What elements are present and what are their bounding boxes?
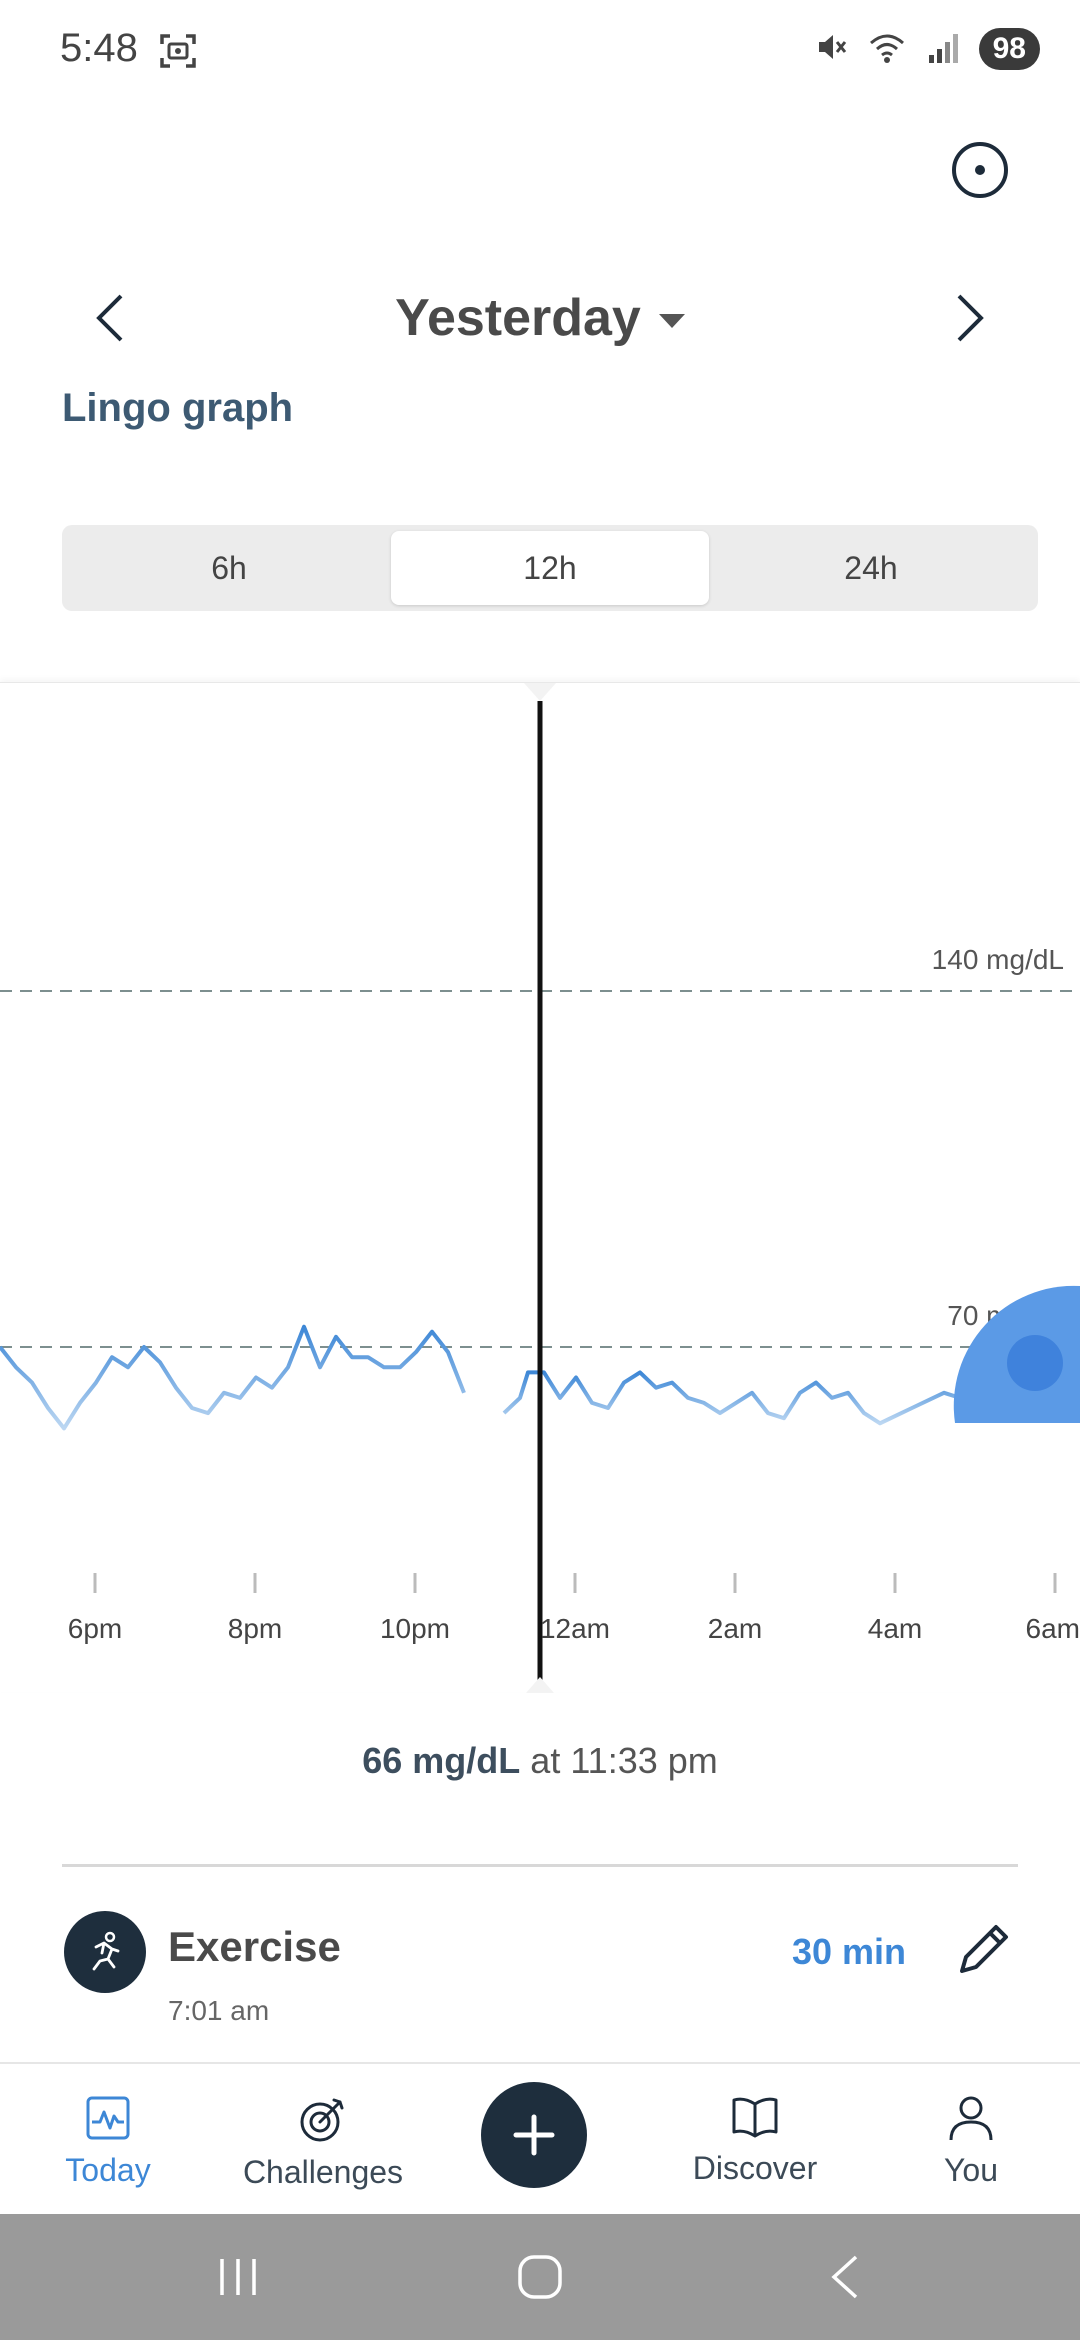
date-selector[interactable]: Yesterday xyxy=(0,288,1080,348)
home-icon xyxy=(518,2255,562,2299)
nav-today[interactable]: Today xyxy=(8,2094,208,2189)
nav-challenges[interactable]: Challenges xyxy=(223,2094,423,2191)
x-tick-label: 4am xyxy=(868,1613,922,1644)
add-entry-button[interactable] xyxy=(481,2082,587,2188)
glucose-chart[interactable]: 140 mg/dL 70 mg/dL 6pm8pm10pm12am2am4am6… xyxy=(0,683,1080,1693)
graph-heading: Lingo graph xyxy=(62,386,294,430)
cursor-notch-top xyxy=(524,683,556,701)
system-navigation-bar xyxy=(0,2214,1080,2340)
glucose-graph[interactable]: 140 mg/dL 70 mg/dL 6pm8pm10pm12am2am4am6… xyxy=(0,682,1080,1693)
bottom-navigation: Today Challenges Discover You xyxy=(0,2062,1080,2214)
reading-value: 66 mg/dL xyxy=(362,1740,521,1781)
target-icon xyxy=(300,2098,344,2142)
x-tick-label: 12am xyxy=(540,1613,610,1644)
battery-indicator: 98 xyxy=(978,28,1040,70)
nav-today-label: Today xyxy=(65,2152,151,2188)
mute-icon xyxy=(813,29,849,70)
x-tick-label: 6am xyxy=(1026,1613,1080,1644)
live-reading-dot xyxy=(1007,1335,1063,1391)
x-tick-label: 8pm xyxy=(228,1613,282,1644)
glucose-series-line xyxy=(0,1324,466,1431)
event-title: Exercise xyxy=(168,1923,341,1970)
book-icon xyxy=(732,2097,778,2138)
reading-time: at 11:33 pm xyxy=(530,1740,718,1781)
event-duration: 30 min xyxy=(792,1931,907,1972)
nav-challenges-label: Challenges xyxy=(242,2154,404,2190)
activity-chart-icon xyxy=(86,2096,130,2140)
date-label: Yesterday xyxy=(395,289,641,347)
x-tick-label: 10pm xyxy=(380,1613,450,1644)
x-tick-label: 2am xyxy=(708,1613,762,1644)
reference-label-140: 140 mg/dL xyxy=(932,944,1064,975)
signal-icon xyxy=(925,29,961,70)
exercise-event-row[interactable]: Exercise 7:01 am 30 min xyxy=(0,1905,1080,2055)
edit-event-button[interactable] xyxy=(952,1919,1014,1981)
glucose-series-line xyxy=(502,1370,1010,1426)
home-button[interactable] xyxy=(510,2250,570,2304)
recent-apps-icon xyxy=(220,2259,256,2295)
selected-reading: 66 mg/dL at 11:33 pm xyxy=(0,1740,1080,1782)
nav-discover[interactable]: Discover xyxy=(655,2094,855,2187)
chevron-left-icon xyxy=(96,294,123,342)
nav-you[interactable]: You xyxy=(871,2094,1071,2189)
x-tick-label: 6pm xyxy=(68,1613,122,1644)
range-12h-tab[interactable]: 12h xyxy=(391,531,709,605)
person-icon xyxy=(949,2096,993,2141)
screenshot-icon xyxy=(158,32,198,75)
event-time: 7:01 am xyxy=(168,1995,270,2026)
target-settings-button[interactable] xyxy=(952,142,1008,198)
range-6h-tab[interactable]: 6h xyxy=(211,549,247,586)
status-bar: 5:48 xyxy=(0,0,1080,100)
back-button[interactable] xyxy=(814,2250,874,2304)
running-person-icon xyxy=(64,1911,146,1993)
divider xyxy=(62,1864,1018,1867)
caret-down-icon xyxy=(658,314,685,329)
wifi-icon xyxy=(867,29,907,70)
status-icons: 98 xyxy=(813,28,1040,70)
chevron-right-icon xyxy=(957,294,984,342)
back-icon xyxy=(831,2255,858,2299)
range-toggle: 6h 12h 24h xyxy=(62,525,1038,611)
next-day-button[interactable] xyxy=(942,290,998,346)
previous-day-button[interactable] xyxy=(82,290,138,346)
x-axis: 6pm 8pm 10pm 12am 2am 4am 6am xyxy=(68,1573,1080,1644)
nav-discover-label: Discover xyxy=(692,2150,818,2186)
nav-you-label: You xyxy=(944,2152,998,2188)
recent-apps-button[interactable] xyxy=(208,2250,268,2304)
date-navigation: Yesterday xyxy=(0,270,1080,366)
cursor-notch-bottom xyxy=(526,1677,554,1693)
plus-icon xyxy=(513,2114,555,2156)
range-24h-tab[interactable]: 24h xyxy=(844,549,898,586)
status-time: 5:48 xyxy=(60,26,138,70)
pencil-icon xyxy=(960,1925,1008,1973)
